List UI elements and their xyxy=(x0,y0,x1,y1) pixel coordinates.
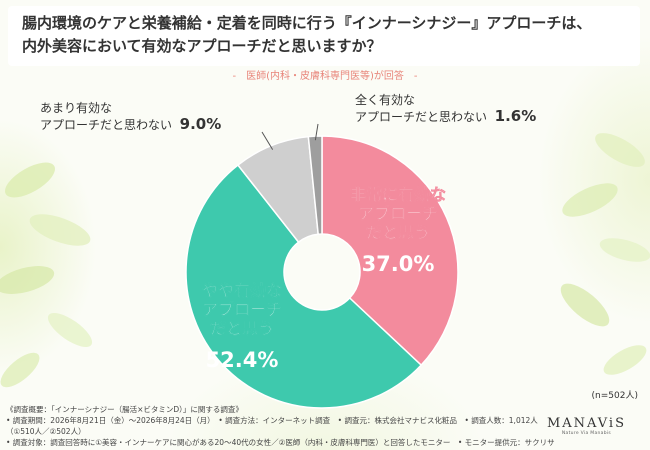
slice-label-somewhat-effective-line-2: アプローチ xyxy=(202,300,282,319)
sample-size-label: (n=502人) xyxy=(591,391,638,401)
slice-label-somewhat-effective-line-3: だと思う xyxy=(210,319,274,338)
callout-not-very: あまり有効な アプローチだと思わない 9.0% xyxy=(40,100,221,133)
chart-title-line-1: 腸内環境のケアと栄養補給・定着を同時に行う『インナーシナジー』アプローチは、 xyxy=(22,14,592,32)
callout-not-very-line-1: あまり有効な xyxy=(40,101,113,115)
callout-not-at-all-line-2: アプローチだと思わない xyxy=(355,110,488,124)
slice-label-very-effective-line-2: アプローチ xyxy=(358,204,438,223)
footnote-summary: 《調査概要：「インナーシナジー（腸活×ビタミンD）」に関する調査》 xyxy=(6,405,243,414)
slice-value-very-effective: 37.0% xyxy=(362,252,435,276)
callout-not-at-all-value: 1.6% xyxy=(494,107,537,125)
leaf-decoration-right xyxy=(560,133,650,375)
slice-label-very-effective-line-3: だと思う xyxy=(366,223,430,242)
chart-subtitle: - 医師(内科・皮膚科専門医等)が回答 - xyxy=(232,71,418,82)
callout-not-very-value: 9.0% xyxy=(179,115,222,133)
slices-group xyxy=(185,135,459,409)
leader-line-not-at-all xyxy=(314,123,319,141)
slice-not-at-all xyxy=(307,135,323,236)
callout-not-at-all: 全く有効な アプローチだと思わない 1.6% xyxy=(355,92,536,125)
slice-label-very-effective-line-1: 非常に有効な xyxy=(350,185,446,204)
footnote-period: • 調査期間：2026年8月21日（金）〜2026年8月24日（月） • 調査方… xyxy=(6,416,538,436)
brand-logo: MANAViS Nature Via Manabis xyxy=(547,416,626,436)
title-box: 腸内環境のケアと栄養補給・定着を同時に行う『インナーシナジー』アプローチは、 内… xyxy=(8,6,640,66)
slice-label-somewhat-effective-line-1: やや有効な xyxy=(202,281,282,300)
slice-very-effective xyxy=(321,135,459,367)
slice-value-somewhat-effective: 52.4% xyxy=(206,348,279,372)
callout-not-very-line-2: アプローチだと思わない xyxy=(40,118,173,132)
leader-line-not-very-effective xyxy=(261,131,274,150)
brand-logo-tagline: Nature Via Manabis xyxy=(561,431,612,436)
footnote-target: • 調査対象：調査回答時に①美容・インナーケアに関心がある20〜40代の女性／②… xyxy=(6,438,555,447)
brand-logo-name: MANAViS xyxy=(546,416,626,431)
chart-title-line-2: 内外美容において有効なアプローチだと思いますか？ xyxy=(22,37,382,55)
callout-not-at-all-line-1: 全く有効な xyxy=(355,93,416,107)
slice-somewhat-effective xyxy=(185,164,423,409)
footnotes: 《調査概要：「インナーシナジー（腸活×ビタミンD）」に関する調査》 • 調査期間… xyxy=(6,404,566,448)
leaf-decoration-left xyxy=(0,162,93,388)
